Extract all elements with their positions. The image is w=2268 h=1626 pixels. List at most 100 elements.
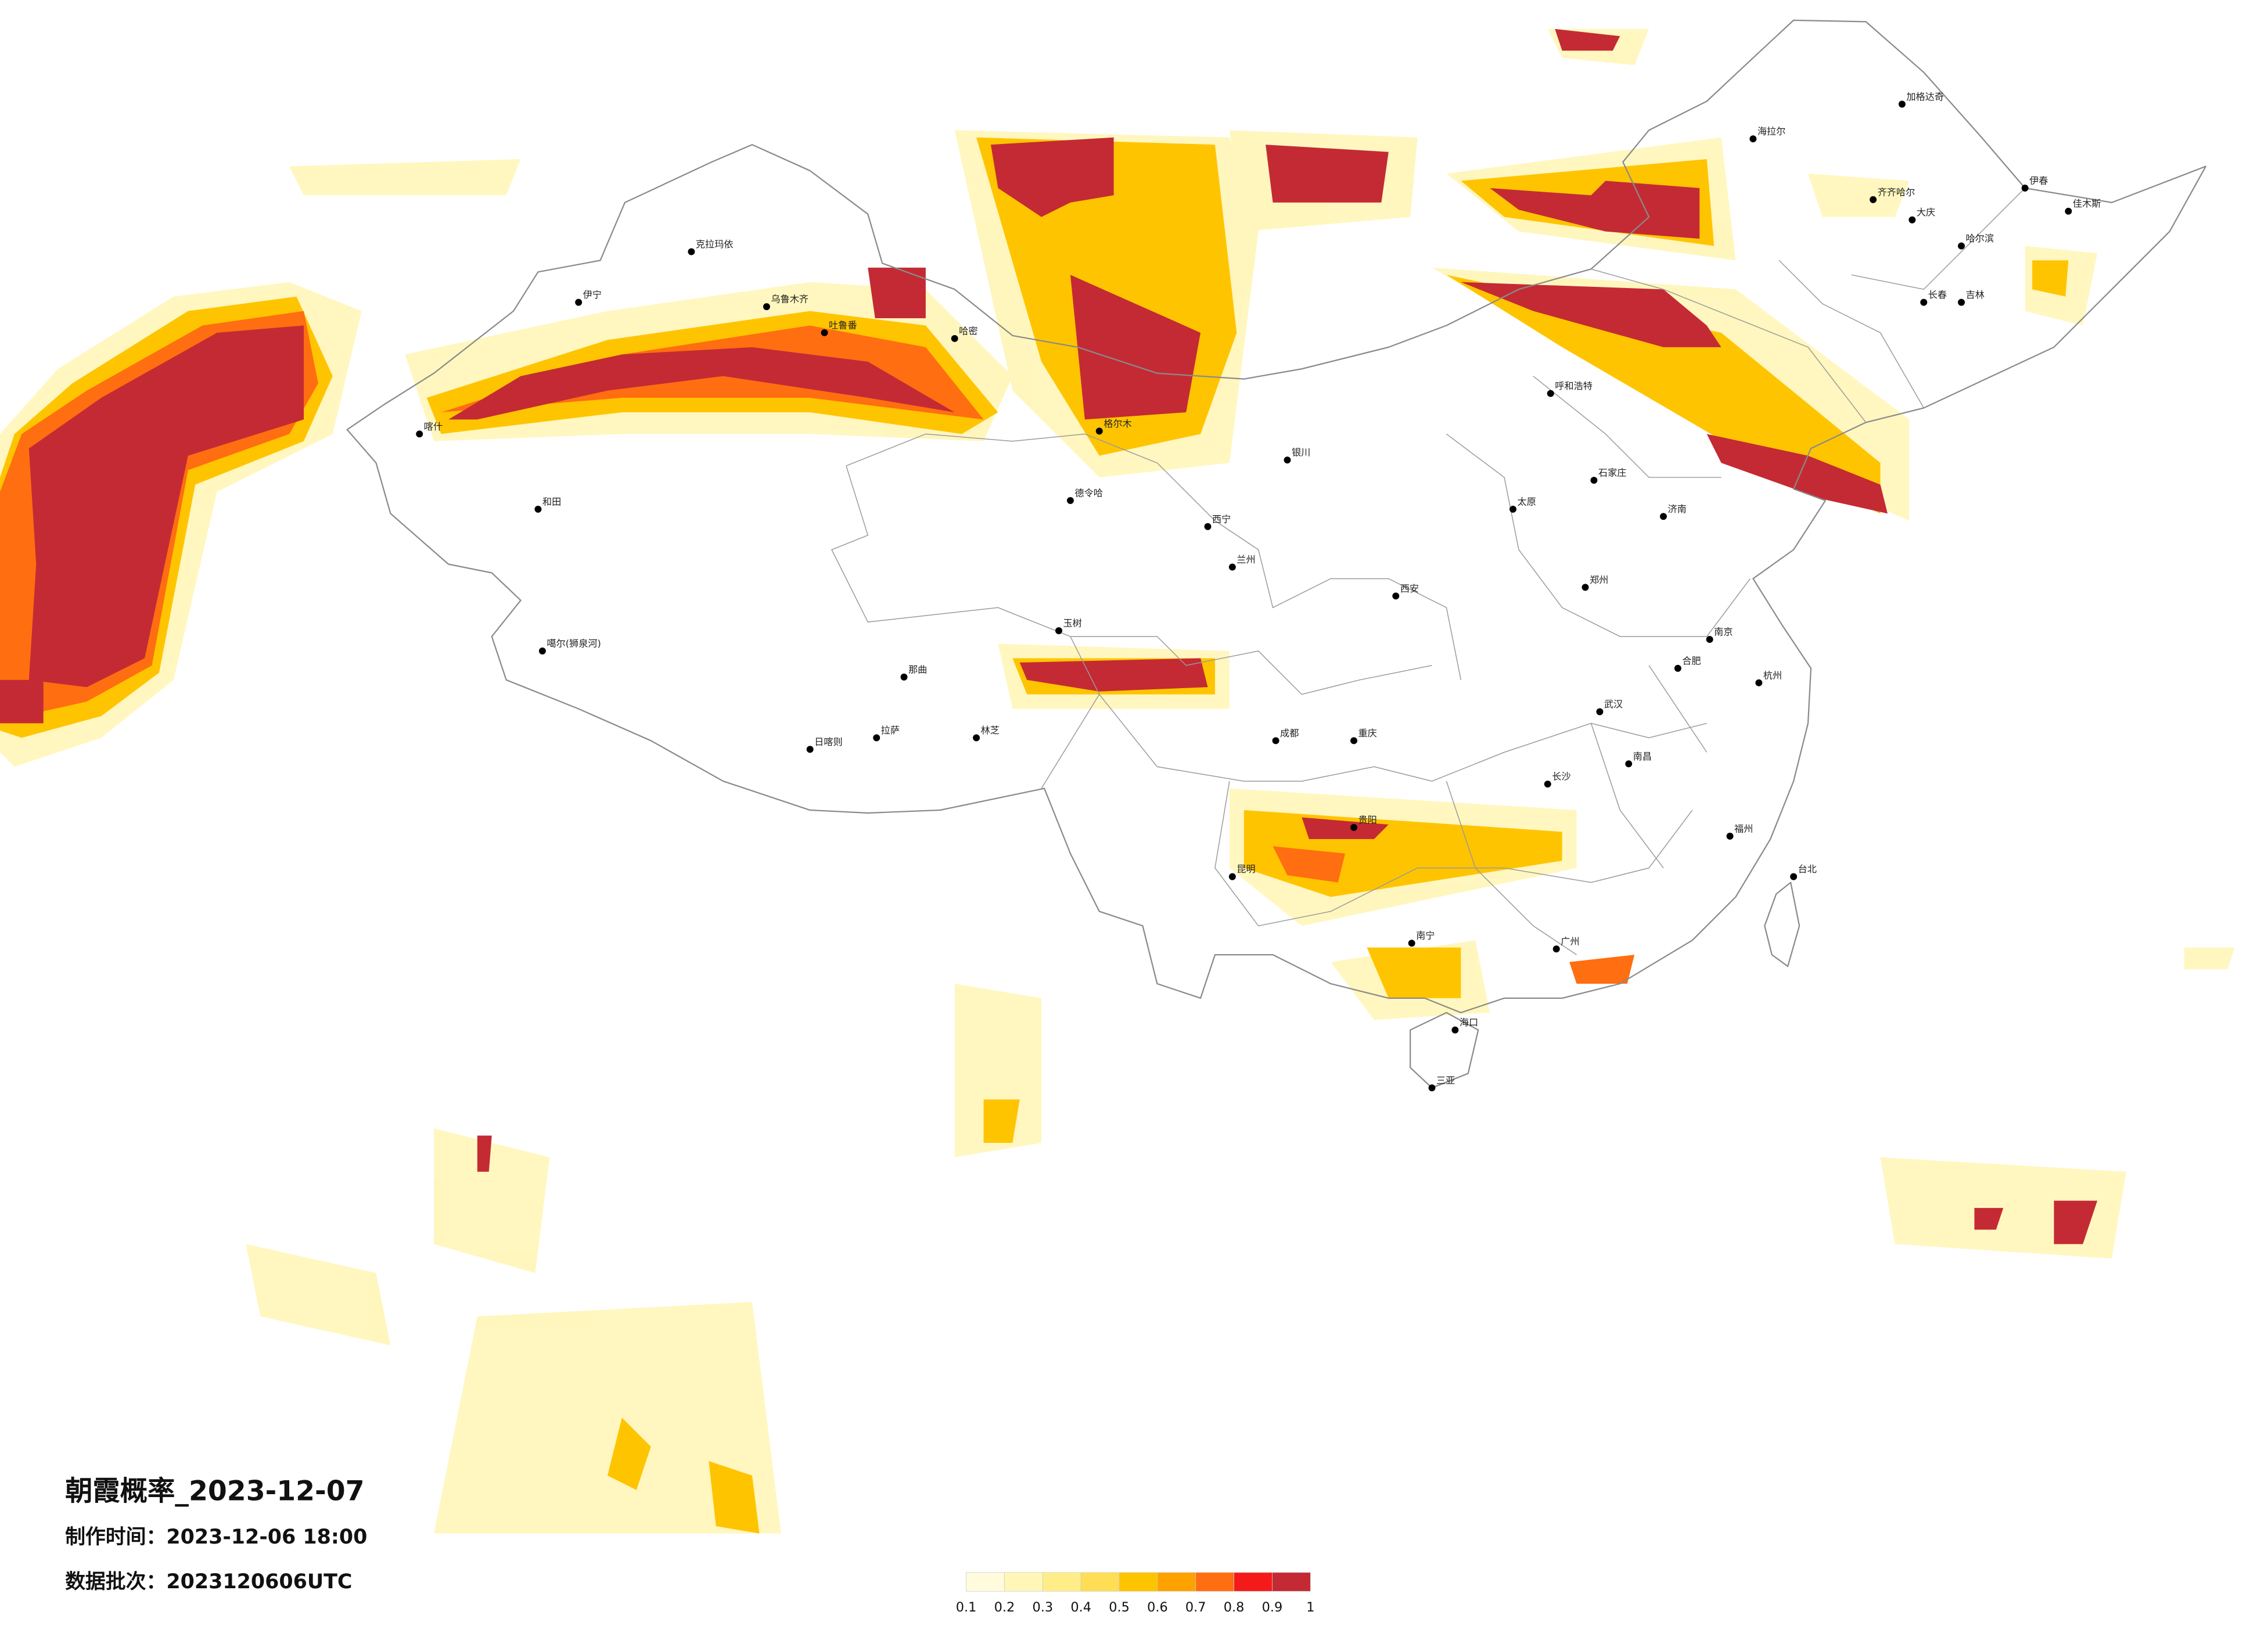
legend-tick-label: 0.7: [1185, 1600, 1206, 1615]
city-label: 那曲: [908, 664, 927, 675]
legend-tick-label: 1: [1306, 1600, 1314, 1615]
legend: 0.1 0.2 0.3 0.4 0.5 0.6 0.7 0.8 0.9 1: [956, 1572, 1314, 1615]
city-dot: [1552, 945, 1560, 953]
legend-swatch: [1119, 1572, 1158, 1592]
city-label: 格尔木: [1104, 418, 1132, 429]
city-dot: [2021, 184, 2029, 192]
legend-tick-label: 0.6: [1147, 1600, 1168, 1615]
city-dot: [873, 734, 880, 742]
city-dot: [821, 329, 828, 336]
city-dot: [575, 298, 583, 306]
city-label: 郑州: [1590, 574, 1608, 585]
city-label: 海口: [1460, 1017, 1478, 1028]
city-dot: [1958, 242, 1965, 250]
city-dot: [1544, 780, 1551, 788]
legend-tick-label: 0.9: [1262, 1600, 1283, 1615]
city-dot: [1870, 196, 1877, 203]
city-dot: [1509, 505, 1516, 513]
legend-tick-label: 0.5: [1109, 1600, 1130, 1615]
city-dot: [763, 303, 770, 311]
city-dot: [1204, 523, 1212, 530]
city-label: 兰州: [1237, 554, 1255, 565]
city-label: 齐齐哈尔: [1878, 186, 1915, 197]
city-label: 西宁: [1212, 513, 1231, 524]
city-dot: [538, 647, 546, 654]
city-label: 加格达奇: [1906, 91, 1944, 102]
legend-swatch: [1195, 1572, 1234, 1592]
city-dot: [973, 734, 980, 742]
city-label: 三亚: [1436, 1075, 1455, 1086]
city-dot: [1596, 708, 1604, 715]
legend-swatch: [1157, 1572, 1196, 1592]
city-label: 玉树: [1063, 618, 1081, 629]
city-dot: [951, 334, 958, 342]
city-label: 和田: [542, 496, 561, 507]
legend-tick-label: 0.1: [956, 1600, 977, 1615]
city-label: 福州: [1734, 823, 1753, 834]
city-dot: [1408, 940, 1415, 947]
city-dot: [1706, 636, 1713, 643]
map-title: 朝霞概率_2023-12-07: [65, 1475, 364, 1507]
city-dot: [1350, 737, 1358, 744]
city-label: 海拉尔: [1757, 126, 1786, 137]
city-dot: [1451, 1026, 1459, 1034]
city-dot: [1958, 298, 1965, 306]
city-dot: [1284, 456, 1291, 464]
legend-tick-label: 0.4: [1070, 1600, 1091, 1615]
city-label: 贵阳: [1358, 814, 1377, 825]
city-dot: [1228, 563, 1236, 571]
city-dot: [900, 673, 908, 681]
legend-swatch: [966, 1572, 1005, 1592]
legend-tick-label: 0.2: [994, 1600, 1015, 1615]
city-label: 拉萨: [881, 725, 900, 736]
city-label: 成都: [1280, 728, 1299, 739]
city-label: 林芝: [981, 725, 1000, 736]
city-dot: [1547, 390, 1554, 397]
city-label: 伊春: [2029, 175, 2048, 186]
city-label: 昆明: [1237, 864, 1255, 875]
made-time: 制作时间：2023-12-06 18:00: [65, 1526, 367, 1549]
city-dot: [1790, 873, 1798, 880]
city-label: 噶尔(狮泉河): [547, 638, 601, 649]
city-dot: [1755, 679, 1763, 686]
legend-swatch: [1004, 1572, 1043, 1592]
city-dot: [1392, 592, 1400, 600]
city-dot: [1428, 1084, 1436, 1092]
city-label: 银川: [1292, 447, 1310, 458]
city-label: 德令哈: [1074, 487, 1103, 498]
city-label: 武汉: [1604, 699, 1623, 710]
city-label: 长沙: [1552, 771, 1570, 782]
city-label: 南京: [1714, 627, 1733, 638]
city-dot: [688, 248, 695, 256]
city-dot: [1055, 627, 1062, 635]
city-label: 广州: [1561, 936, 1579, 947]
city-dot: [1726, 832, 1734, 840]
city-label: 大庆: [1917, 207, 1935, 218]
city-label: 呼和浩特: [1555, 380, 1593, 391]
city-dot: [1898, 100, 1906, 108]
legend-tick-label: 0.3: [1033, 1600, 1054, 1615]
city-label: 克拉玛依: [696, 239, 734, 250]
city-label: 哈密: [959, 325, 977, 336]
city-label: 乌鲁木齐: [771, 294, 808, 305]
city-label: 杭州: [1763, 670, 1782, 681]
city-dot: [1920, 298, 1928, 306]
city-label: 济南: [1667, 503, 1686, 515]
city-dot: [1582, 584, 1589, 591]
legend-swatch: [1042, 1572, 1081, 1592]
city-label: 喀什: [424, 421, 443, 432]
city-dot: [1660, 513, 1667, 520]
city-label: 长春: [1928, 289, 1947, 300]
city-label: 佳木斯: [2073, 198, 2101, 209]
legend-swatch: [1080, 1572, 1120, 1592]
city-label: 南昌: [1633, 751, 1652, 762]
city-dot: [1590, 477, 1598, 484]
city-dot: [1625, 760, 1633, 768]
city-label: 台北: [1798, 864, 1817, 875]
city-dot: [1095, 427, 1103, 435]
city-label: 吉林: [1965, 289, 1984, 300]
city-label: 西安: [1400, 583, 1419, 594]
city-dot: [1674, 664, 1681, 672]
